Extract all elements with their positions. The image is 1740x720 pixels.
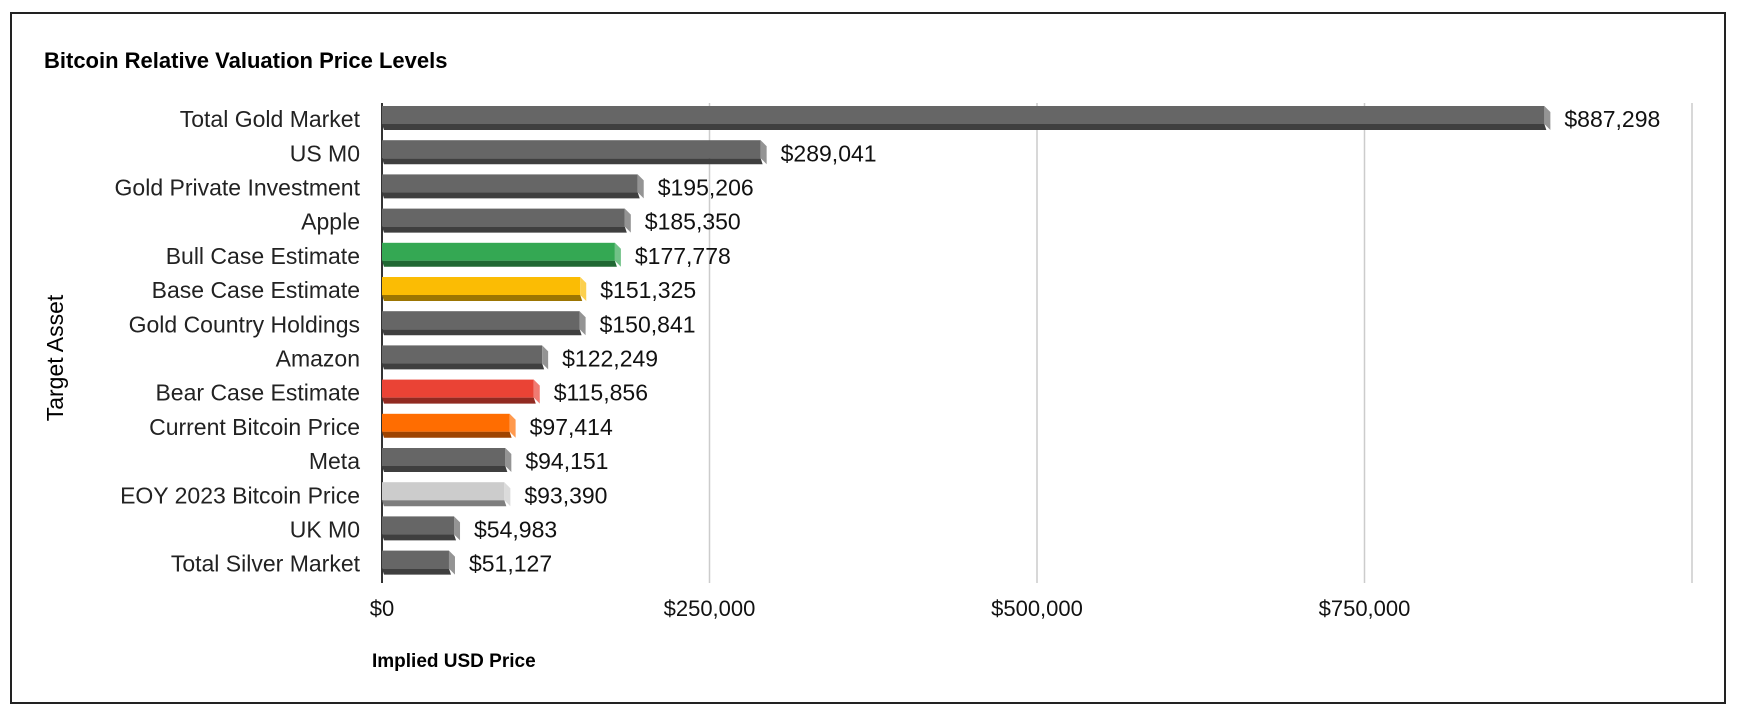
bar-8 bbox=[382, 345, 549, 370]
category-label: Meta bbox=[309, 448, 360, 474]
bar-bottom bbox=[382, 500, 507, 507]
bar-face bbox=[382, 140, 761, 159]
data-label: $51,127 bbox=[469, 551, 552, 577]
bar-bottom bbox=[382, 158, 763, 165]
data-label: $122,249 bbox=[562, 345, 658, 371]
bar-face bbox=[382, 482, 505, 501]
bar-side bbox=[580, 277, 587, 301]
data-label: $150,841 bbox=[600, 311, 696, 337]
bar-face bbox=[382, 550, 449, 569]
bar-bottom bbox=[382, 192, 640, 199]
bar-side bbox=[542, 345, 549, 370]
bar-face bbox=[382, 448, 506, 466]
bar-side bbox=[760, 140, 767, 165]
chart-title: Bitcoin Relative Valuation Price Levels bbox=[44, 48, 448, 73]
bar-face bbox=[382, 516, 455, 535]
bar-side bbox=[448, 550, 455, 575]
data-label: $185,350 bbox=[645, 209, 741, 235]
category-label: Base Case Estimate bbox=[152, 277, 360, 303]
category-label: Total Gold Market bbox=[180, 106, 361, 132]
bar-bottom bbox=[382, 466, 508, 472]
x-axis-title: Implied USD Price bbox=[372, 651, 536, 672]
bar-side bbox=[533, 379, 540, 404]
bar-9 bbox=[382, 379, 540, 404]
data-labels: $887,298 $289,041 $195,206 $185,350 $177,778… bbox=[469, 106, 1660, 577]
category-label: Current Bitcoin Price bbox=[149, 414, 360, 440]
data-label: $54,983 bbox=[474, 516, 557, 542]
category-label: EOY 2023 Bitcoin Price bbox=[120, 482, 360, 508]
data-label: $97,414 bbox=[530, 414, 613, 440]
bar-face bbox=[382, 106, 1545, 124]
bar-bottom bbox=[382, 568, 451, 575]
bar-face bbox=[382, 174, 638, 193]
data-label: $115,856 bbox=[554, 380, 648, 406]
bar-1 bbox=[382, 106, 1551, 130]
bar-side bbox=[454, 516, 461, 541]
category-label: Gold Country Holdings bbox=[129, 311, 360, 337]
category-label: US M0 bbox=[290, 140, 360, 166]
bar-face bbox=[382, 242, 615, 261]
category-label: Apple bbox=[301, 209, 360, 235]
bar-bottom bbox=[382, 397, 536, 404]
category-label: Bear Case Estimate bbox=[155, 380, 360, 406]
category-label: Total Silver Market bbox=[171, 551, 361, 577]
bar-face bbox=[382, 208, 625, 227]
bar-bottom bbox=[382, 431, 512, 438]
x-tick-label: $750,000 bbox=[1319, 596, 1411, 621]
category-label: UK M0 bbox=[290, 516, 360, 542]
bar-side bbox=[637, 174, 644, 199]
bar-2 bbox=[382, 140, 767, 165]
bar-face bbox=[382, 277, 581, 295]
bar-side bbox=[579, 311, 586, 336]
bar-6 bbox=[382, 277, 587, 301]
data-label: $195,206 bbox=[658, 174, 754, 200]
data-label: $289,041 bbox=[781, 140, 877, 166]
bar-bottom bbox=[382, 295, 583, 301]
bar-bottom bbox=[382, 329, 582, 336]
x-tick-labels: $0 $250,000 $500,000 $750,000 bbox=[370, 596, 1411, 621]
x-tick-label: $0 bbox=[370, 596, 394, 621]
bar-bottom bbox=[382, 534, 457, 541]
bar-bottom bbox=[382, 226, 627, 233]
bar-face bbox=[382, 345, 543, 364]
bar-10 bbox=[382, 413, 516, 438]
x-tick-label: $500,000 bbox=[991, 596, 1083, 621]
bar-bottom bbox=[382, 260, 617, 267]
bar-14 bbox=[382, 550, 455, 575]
bar-face bbox=[382, 413, 510, 432]
data-label: $887,298 bbox=[1564, 106, 1660, 132]
bar-3 bbox=[382, 174, 644, 199]
bar-face bbox=[382, 311, 580, 330]
data-label: $93,390 bbox=[524, 482, 607, 508]
y-axis-title: Target Asset bbox=[42, 294, 68, 421]
category-label: Gold Private Investment bbox=[115, 174, 361, 200]
data-label: $151,325 bbox=[600, 277, 696, 303]
x-tick-label: $250,000 bbox=[664, 596, 756, 621]
bar-side bbox=[509, 413, 516, 438]
category-label: Bull Case Estimate bbox=[166, 243, 360, 269]
bar-bottom bbox=[382, 124, 1547, 130]
bar-7 bbox=[382, 311, 586, 336]
bar-12 bbox=[382, 482, 511, 507]
bar-bottom bbox=[382, 363, 545, 370]
category-label: Amazon bbox=[276, 345, 360, 371]
data-label: $94,151 bbox=[525, 448, 608, 474]
bar-side bbox=[505, 448, 512, 472]
bar-13 bbox=[382, 516, 461, 541]
bar-5 bbox=[382, 242, 621, 267]
bar-side bbox=[504, 482, 511, 507]
bars-group bbox=[382, 106, 1551, 575]
bar-11 bbox=[382, 448, 512, 472]
bar-side bbox=[624, 208, 631, 233]
bar-side bbox=[1544, 106, 1551, 130]
bar-side bbox=[614, 242, 621, 267]
bar-4 bbox=[382, 208, 631, 233]
data-label: $177,778 bbox=[635, 243, 731, 269]
category-labels: Total Gold Market US M0 Gold Private Inves… bbox=[115, 106, 361, 577]
bar-face bbox=[382, 379, 534, 398]
